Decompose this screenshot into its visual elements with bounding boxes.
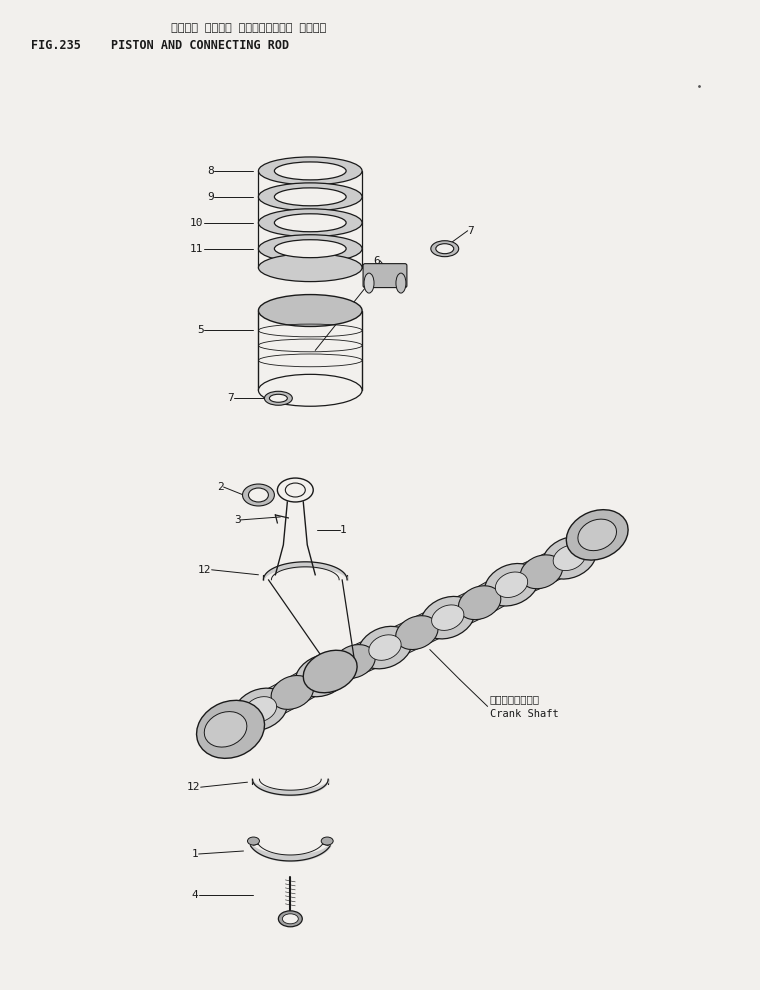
Polygon shape [255,678,298,724]
Ellipse shape [296,654,349,697]
Polygon shape [287,661,328,706]
Ellipse shape [258,209,362,237]
Ellipse shape [364,273,374,293]
Text: 3: 3 [234,515,240,525]
Ellipse shape [566,510,628,560]
Text: 9: 9 [207,192,214,202]
Ellipse shape [233,688,287,731]
Ellipse shape [303,650,357,693]
Ellipse shape [283,914,298,924]
Ellipse shape [204,712,247,747]
Ellipse shape [432,605,464,631]
Ellipse shape [496,572,527,598]
Ellipse shape [543,537,597,579]
Ellipse shape [578,519,616,550]
Text: 5: 5 [197,326,204,336]
Ellipse shape [435,244,454,253]
Text: 8: 8 [207,166,214,176]
Ellipse shape [274,188,346,206]
Polygon shape [349,634,391,675]
Polygon shape [506,558,547,599]
Text: 4: 4 [192,890,198,900]
Ellipse shape [242,484,274,506]
Ellipse shape [421,596,475,639]
Text: 2: 2 [217,482,223,492]
Ellipse shape [249,488,268,502]
Polygon shape [411,604,454,646]
Text: 11: 11 [190,244,204,253]
Ellipse shape [396,616,438,649]
Ellipse shape [258,183,362,211]
Text: クランクシャフト: クランクシャフト [489,694,540,705]
Ellipse shape [396,273,406,293]
Ellipse shape [431,241,459,256]
Polygon shape [379,619,423,661]
Ellipse shape [369,635,401,660]
Ellipse shape [485,563,538,606]
Ellipse shape [197,700,264,758]
Ellipse shape [258,374,362,406]
Text: 12: 12 [187,782,201,792]
Text: 1: 1 [340,525,347,535]
Ellipse shape [274,214,346,232]
Text: 6: 6 [373,255,380,265]
Polygon shape [474,571,517,617]
Ellipse shape [258,235,362,262]
Text: 7: 7 [467,226,474,236]
Polygon shape [317,647,359,689]
Ellipse shape [258,157,362,185]
Ellipse shape [274,162,346,180]
Ellipse shape [248,837,259,845]
Text: 1: 1 [192,849,198,859]
Ellipse shape [274,240,346,257]
Ellipse shape [269,394,287,402]
Ellipse shape [264,391,293,405]
Polygon shape [442,589,485,632]
Ellipse shape [553,545,585,570]
Ellipse shape [278,911,302,927]
Polygon shape [536,544,575,586]
Ellipse shape [271,675,314,710]
Ellipse shape [333,644,375,678]
Ellipse shape [258,295,362,327]
Ellipse shape [306,662,338,688]
Text: PISTON AND CONNECTING ROD: PISTON AND CONNECTING ROD [111,40,289,52]
Text: FIG.235: FIG.235 [31,40,81,52]
Text: 12: 12 [198,564,211,575]
Ellipse shape [244,697,277,722]
Ellipse shape [358,627,412,669]
Text: 10: 10 [190,218,204,228]
Ellipse shape [458,586,501,620]
Ellipse shape [321,837,333,845]
Text: Crank Shaft: Crank Shaft [489,710,559,720]
FancyBboxPatch shape [363,263,407,287]
Ellipse shape [258,253,362,281]
Text: ピストン オラビス コネクティング・ ロッド・: ピストン オラビス コネクティング・ ロッド・ [171,24,326,34]
Text: 7: 7 [226,393,233,403]
Ellipse shape [285,483,306,497]
Ellipse shape [521,554,562,589]
